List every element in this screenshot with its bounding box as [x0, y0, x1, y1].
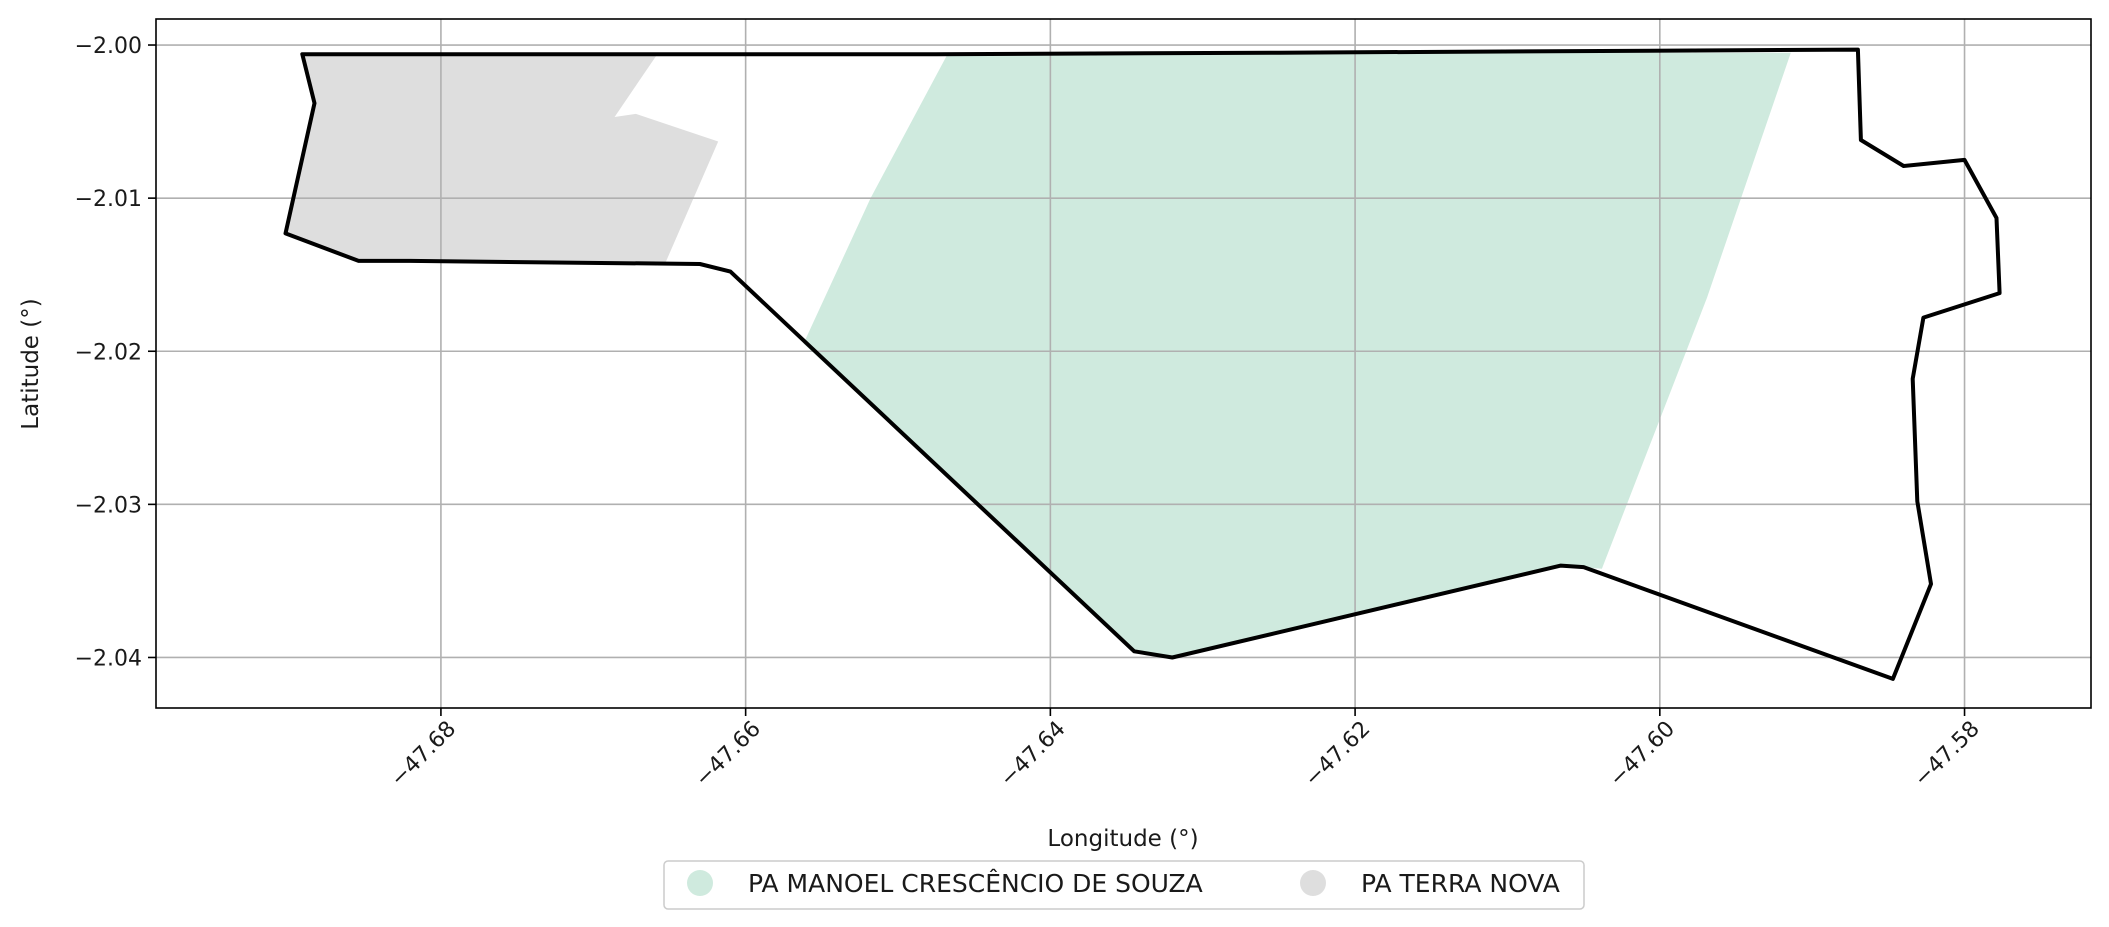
legend-label-terra-nova: PA TERRA NOVA: [1361, 869, 1560, 898]
y-tick-label-1: −2.01: [75, 187, 142, 212]
plot-area: [155, 18, 2092, 709]
parcel-terra-nova: [285, 54, 719, 265]
x-axis-label: Longitude (°): [1047, 826, 1198, 852]
legend-frame: [663, 860, 1585, 910]
axes-frame: [155, 18, 2092, 709]
y-axis-label: Latitude (°): [18, 298, 44, 429]
y-tick-label-0: −2.00: [75, 34, 142, 59]
y-tick-label-3: −2.03: [75, 493, 142, 518]
boundary-outline: [283, 47, 2002, 681]
legend-swatch-manoel: [687, 870, 713, 896]
y-tick-label-4: −2.04: [75, 647, 142, 672]
legend: PA MANOEL CRESCÊNCIO DE SOUZA PA TERRA N…: [663, 860, 1585, 910]
legend-label-manoel: PA MANOEL CRESCÊNCIO DE SOUZA: [748, 869, 1203, 898]
legend-swatch-terra-nova: [1300, 870, 1326, 896]
y-tick-label-2: −2.02: [75, 340, 142, 365]
y-axis-ticks: −2.00 −2.01 −2.02 −2.03 −2.04: [75, 34, 156, 672]
